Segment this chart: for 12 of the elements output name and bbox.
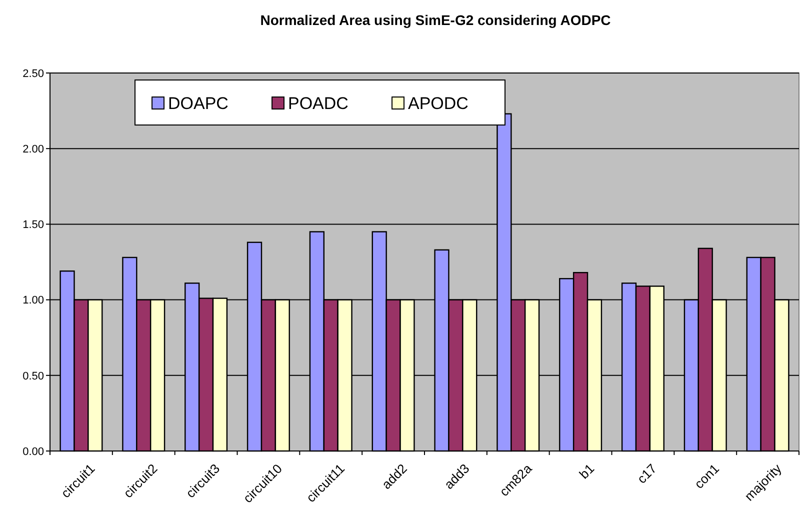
- legend-label: DOAPC: [168, 94, 228, 113]
- x-tick-label: c17: [634, 460, 660, 486]
- legend-label: POADC: [288, 94, 348, 113]
- legend-label: APODC: [408, 94, 468, 113]
- chart-title: Normalized Area using SimE-G2 considering AODPC: [260, 12, 611, 28]
- x-tick-label: b1: [576, 460, 598, 482]
- y-tick-label: 1.50: [22, 219, 44, 232]
- y-tick-label: 1.00: [22, 294, 44, 307]
- y-tick-label: 0.50: [22, 370, 44, 382]
- y-tick-label: 2.50: [22, 68, 44, 80]
- y-tick-label: 0.00: [22, 446, 44, 458]
- y-tick-label: 2.00: [22, 143, 44, 156]
